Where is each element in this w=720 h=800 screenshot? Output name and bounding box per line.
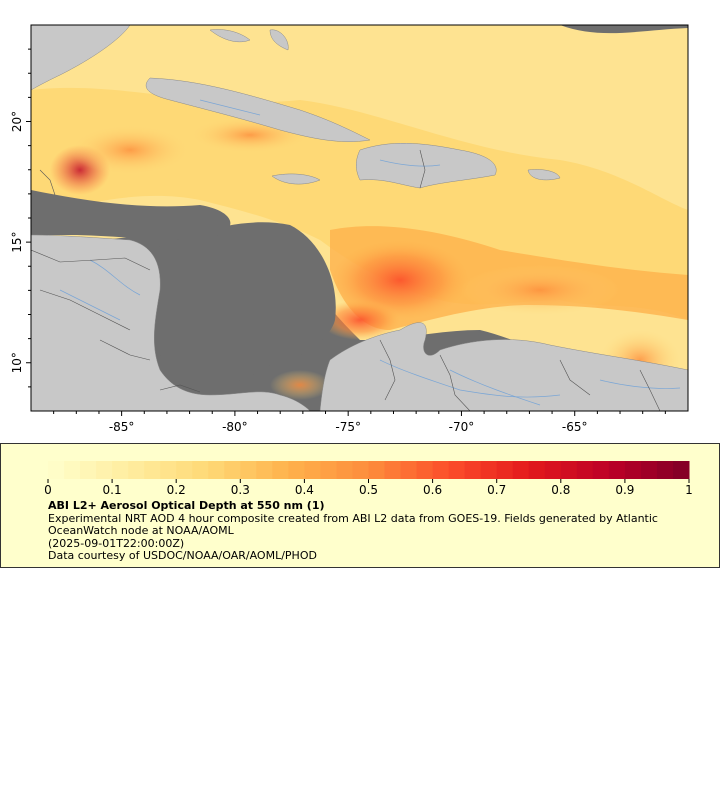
colorbar-cell xyxy=(432,461,450,479)
colorbar-cell xyxy=(320,461,337,479)
colorbar-cell xyxy=(176,461,193,479)
central-america xyxy=(31,234,311,411)
colorbar-cell xyxy=(480,461,498,479)
colorbar-tick-label: 0.5 xyxy=(359,483,378,497)
colorbar-tick-label: 0.9 xyxy=(615,483,634,497)
colorbar: 0 0.1 0.2 0.3 0.4 0.5 0.6 0.7 0.8 0.9 1 xyxy=(44,461,693,497)
x-tick-label: -80° xyxy=(222,420,248,434)
colorbar-tick-label: 1 xyxy=(685,483,693,497)
borders xyxy=(31,149,661,411)
colorbar-cell xyxy=(592,461,610,479)
colorbar-tick-label: 0.7 xyxy=(487,483,506,497)
legend-panel: 0 0.1 0.2 0.3 0.4 0.5 0.6 0.7 0.8 0.9 1 ABI L2+ Ae… xyxy=(0,443,720,568)
colorbar-cell xyxy=(224,461,241,479)
colorbar-cell xyxy=(272,461,289,479)
colorbar-cell xyxy=(672,461,690,479)
map-panel: -85° -80° -75° -70° -65° 20° 15° 10° xyxy=(10,24,689,434)
puerto-rico xyxy=(527,169,561,181)
colorbar-cell xyxy=(464,461,482,479)
colorbar-cell xyxy=(336,461,353,479)
colorbar-cell xyxy=(256,461,273,479)
y-tick-label: 10° xyxy=(10,352,24,373)
y-tick-label: 20° xyxy=(10,111,24,132)
colorbar-cell xyxy=(352,461,369,479)
y-tick-label: 15° xyxy=(10,231,24,252)
hispaniola xyxy=(356,142,497,189)
colorbar-cell xyxy=(384,461,402,479)
y-axis: 20° 15° 10° xyxy=(10,48,31,388)
colorbar-cell xyxy=(112,461,129,479)
aod-map: -85° -80° -75° -70° -65° 20° 15° 10° xyxy=(10,24,689,434)
colorbar-tick-label: 0.6 xyxy=(423,483,442,497)
colorbar-tick-label: 0.8 xyxy=(551,483,570,497)
colorbar-cells xyxy=(48,461,690,479)
colorbar-cell xyxy=(496,461,514,479)
x-axis: -85° -80° -75° -70° -65° xyxy=(53,411,666,434)
colorbar-cell xyxy=(544,461,562,479)
colorbar-cell xyxy=(192,461,209,479)
colorbar-cell xyxy=(416,461,434,479)
colorbar-cell xyxy=(368,461,386,479)
land-masses xyxy=(31,25,688,411)
colorbar-cell xyxy=(640,461,658,479)
cuba xyxy=(145,77,371,142)
colorbar-cell xyxy=(48,461,65,479)
colorbar-cell xyxy=(304,461,321,479)
colorbar-cell xyxy=(528,461,546,479)
legend-timestamp: (2025-09-01T22:00:00Z) xyxy=(48,537,185,550)
yucatan xyxy=(31,25,131,91)
colorbar-cell xyxy=(128,461,145,479)
colorbar-cell xyxy=(656,461,674,479)
colorbar-cell xyxy=(608,461,626,479)
colorbar-cell xyxy=(448,461,466,479)
colorbar-cell xyxy=(240,461,257,479)
colorbar-cell xyxy=(624,461,642,479)
colorbar-cell xyxy=(160,461,177,479)
legend-title: ABI L2+ Aerosol Optical Depth at 550 nm … xyxy=(48,499,325,512)
colorbar-tick-label: 0.2 xyxy=(167,483,186,497)
jamaica xyxy=(271,173,321,185)
rivers xyxy=(59,99,681,406)
colorbar-ticks: 0 0.1 0.2 0.3 0.4 0.5 0.6 0.7 0.8 0.9 1 xyxy=(44,479,693,497)
no-data-western-caribbean xyxy=(150,222,336,388)
aod-field xyxy=(31,25,688,400)
colorbar-tick-label: 0.4 xyxy=(295,483,314,497)
colorbar-cell xyxy=(64,461,81,479)
colorbar-cell xyxy=(512,461,530,479)
colorbar-cell xyxy=(288,461,305,479)
x-tick-label: -70° xyxy=(449,420,475,434)
colorbar-cell xyxy=(144,461,161,479)
x-tick-label: -65° xyxy=(562,420,588,434)
colorbar-cell xyxy=(208,461,225,479)
colorbar-cell xyxy=(96,461,113,479)
colorbar-cell xyxy=(560,461,578,479)
colorbar-cell xyxy=(80,461,97,479)
legend-description: Experimental NRT AOD 4 hour composite cr… xyxy=(48,512,658,537)
legend-credit: Data courtesy of USDOC/NOAA/OAR/AOML/PHO… xyxy=(48,549,317,562)
colorbar-cell xyxy=(400,461,418,479)
x-tick-label: -85° xyxy=(109,420,135,434)
colorbar-tick-label: 0.3 xyxy=(231,483,250,497)
x-tick-label: -75° xyxy=(335,420,361,434)
colorbar-cell xyxy=(576,461,594,479)
colorbar-tick-label: 0.1 xyxy=(103,483,122,497)
south-america xyxy=(319,322,688,411)
colorbar-tick-label: 0 xyxy=(44,483,52,497)
